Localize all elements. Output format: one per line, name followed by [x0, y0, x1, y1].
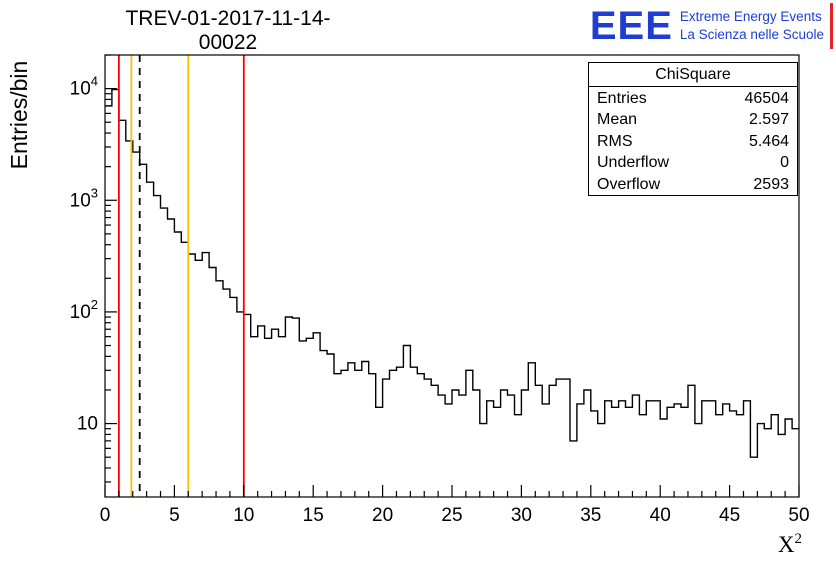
x-axis: 0 5 10 15 20 25 30 35 40 45 50	[100, 485, 810, 526]
svg-text:104: 104	[70, 74, 98, 100]
svg-text:102: 102	[70, 297, 98, 323]
eee-logo-line2: La Scienza nelle Scuole	[679, 27, 824, 42]
stats-value: 0	[780, 154, 789, 171]
stats-box-title: ChiSquare	[589, 63, 797, 87]
stats-label: RMS	[597, 132, 633, 150]
stats-row-entries: Entries 46504	[589, 87, 797, 109]
stats-row-rms: RMS 5.464	[589, 130, 797, 152]
stats-label: Underflow	[597, 154, 670, 171]
svg-text:15: 15	[303, 505, 324, 526]
eee-logo-line1: Extreme Energy Events	[679, 9, 822, 25]
stats-value: 46504	[744, 89, 790, 107]
eee-logo-text: Extreme Energy Events La Scienza nelle S…	[680, 8, 824, 43]
stats-row-mean: Mean 2.597	[589, 109, 797, 131]
svg-text:10: 10	[233, 505, 254, 526]
stats-value: 2593	[753, 175, 789, 193]
x-axis-title: X2	[778, 531, 802, 557]
plot-title: TREV-01-2017-11-14-00022	[125, 7, 331, 54]
eee-logo: EEE Extreme Energy Events La Scienza nel…	[590, 3, 833, 49]
stats-value: 2.597	[748, 111, 789, 128]
stats-value: 5.464	[748, 132, 789, 150]
stats-label: Mean	[597, 111, 638, 128]
svg-text:30: 30	[511, 505, 532, 526]
stats-box: ChiSquare Entries 46504 Mean 2.597 RMS 5…	[588, 62, 798, 196]
svg-text:40: 40	[650, 505, 671, 526]
y-axis-title: Entries/bin	[6, 61, 32, 170]
svg-text:25: 25	[441, 505, 462, 526]
stats-row-overflow: Overflow 2593	[589, 173, 797, 195]
svg-text:5: 5	[169, 505, 180, 526]
stats-row-underflow: Underflow 0	[589, 152, 797, 174]
stats-label: Overflow	[597, 175, 661, 193]
svg-text:50: 50	[788, 505, 809, 526]
svg-text:20: 20	[372, 505, 393, 526]
axis-titles: Entries/bin X2	[6, 61, 802, 557]
eee-logo-mark: EEE	[589, 4, 673, 48]
y-axis: 10 102 103 104	[70, 54, 117, 483]
histogram-line	[105, 88, 799, 458]
cut-lines	[117, 55, 245, 497]
svg-text:103: 103	[70, 185, 98, 211]
svg-text:35: 35	[580, 505, 601, 526]
stats-label: Entries	[597, 89, 647, 107]
svg-text:10: 10	[77, 414, 98, 435]
svg-text:0: 0	[100, 505, 111, 526]
svg-text:45: 45	[719, 505, 740, 526]
